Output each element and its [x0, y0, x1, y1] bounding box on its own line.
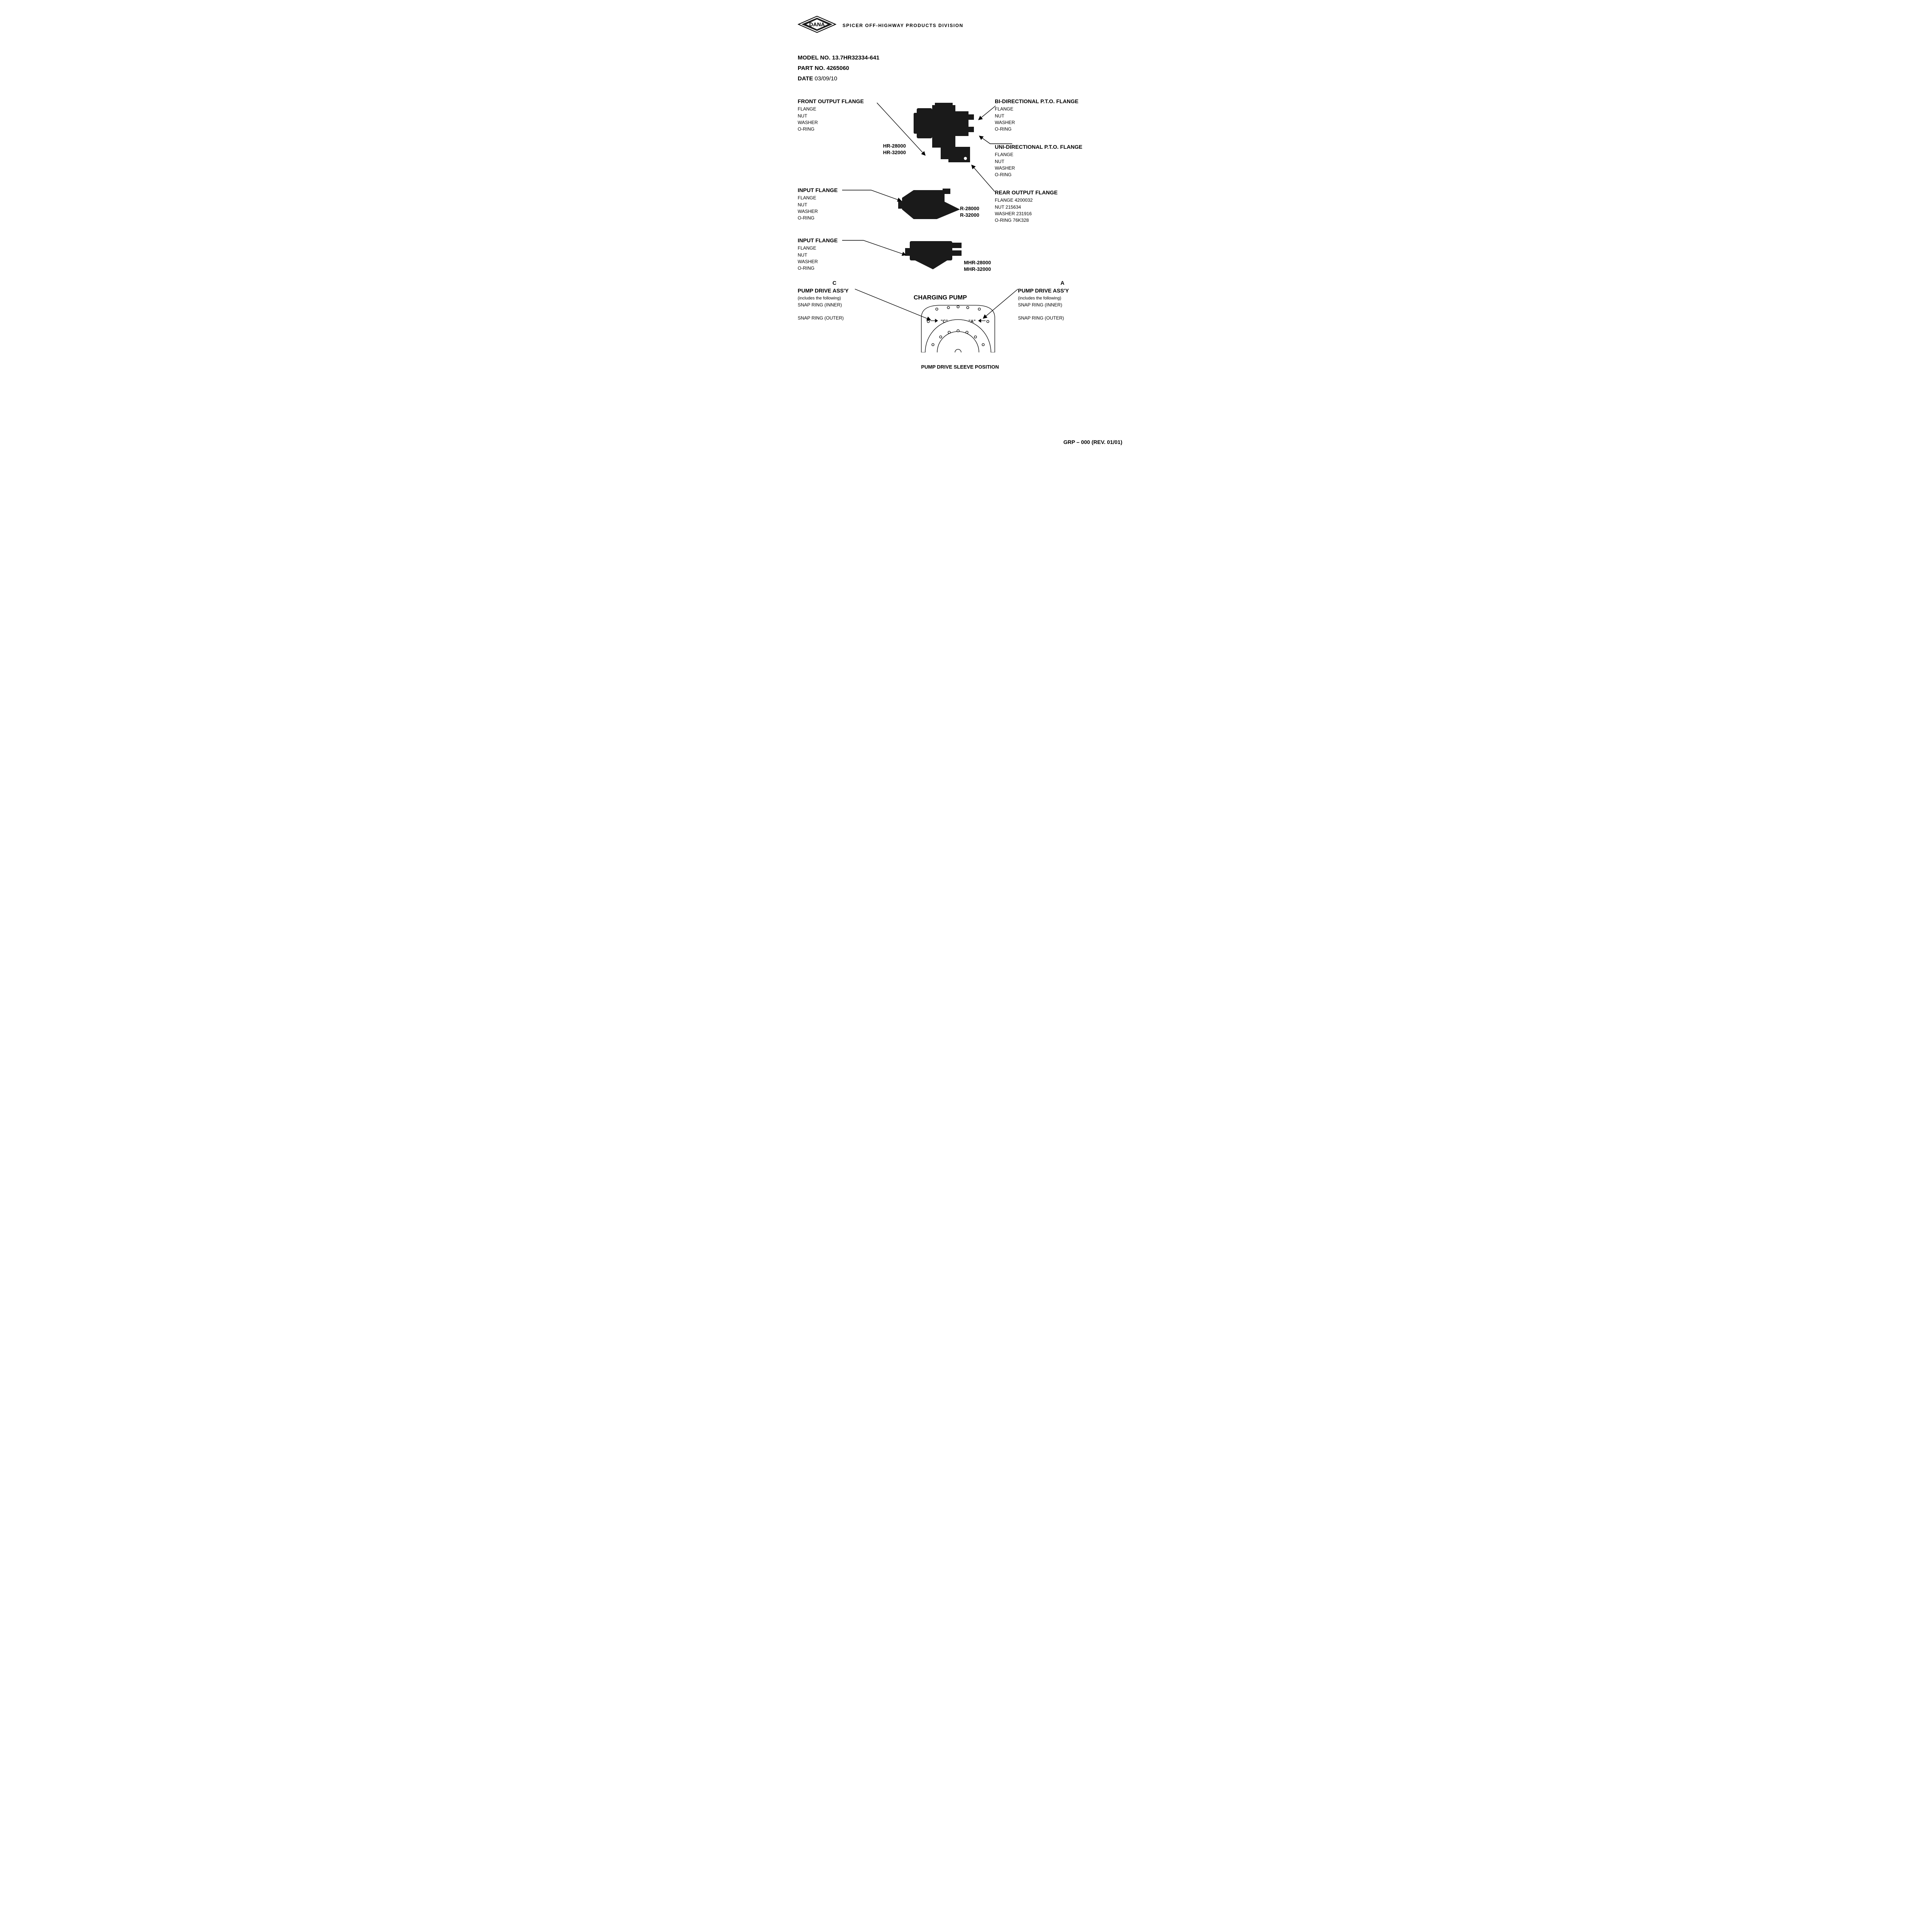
- svg-text:DANA: DANA: [809, 21, 825, 27]
- part-line: PART NO. 4265060: [798, 65, 1122, 71]
- diagram-area: "C" "A" HR-28000 HR-32000 R-28000 R-3200…: [798, 97, 1122, 376]
- date-line: DATE 03/09/10: [798, 75, 1122, 82]
- date-value: 03/09/10: [815, 75, 837, 82]
- footer-revision: GRP – 000 (REV. 01/01): [1063, 439, 1122, 445]
- model-value: 13.7HR32334-641: [832, 54, 880, 61]
- dana-logo: DANA: [798, 15, 836, 35]
- model-label: MODEL NO.: [798, 54, 831, 61]
- part-label: PART NO.: [798, 65, 825, 71]
- model-line: MODEL NO. 13.7HR32334-641: [798, 54, 1122, 61]
- document-meta: MODEL NO. 13.7HR32334-641 PART NO. 42650…: [798, 54, 1122, 82]
- division-label: SPICER OFF-HIGHWAY PRODUCTS DIVISION: [843, 23, 963, 28]
- leader-lines: [798, 97, 1122, 376]
- part-value: 4265060: [827, 65, 849, 71]
- sleeve-position-title: PUMP DRIVE SLEEVE POSITION: [798, 364, 1122, 370]
- date-label: DATE: [798, 75, 813, 82]
